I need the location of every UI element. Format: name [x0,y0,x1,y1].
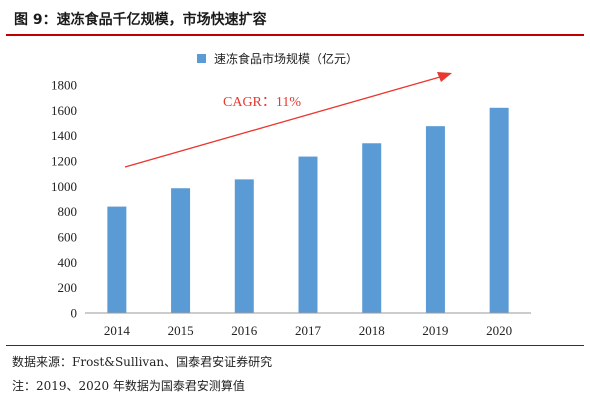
x-tick-label: 2019 [422,323,448,338]
figure-title: 图 9：速冻食品千亿规模，市场快速扩容 [14,12,267,28]
x-axis: 2014 2015 2016 2017 2018 2019 2020 [104,323,512,338]
y-tick-label: 200 [58,280,78,295]
x-tick-label: 2016 [231,323,258,338]
bar-2018 [362,143,382,313]
bar-series [107,107,509,314]
x-tick-label: 2018 [359,323,385,338]
y-tick-label: 1600 [51,103,77,118]
bar-2014 [107,206,127,313]
cagr-label: CAGR：11% [223,95,301,110]
legend-swatch [197,54,206,63]
y-tick-label: 1200 [51,154,77,169]
bar-2015 [171,188,191,313]
y-tick-label: 1000 [51,179,77,194]
y-tick-label: 400 [58,255,78,270]
chart-legend: 速冻食品市场规模（亿元） [197,51,358,66]
cagr-annotation: CAGR：11% [124,72,452,168]
y-tick-label: 1800 [51,78,77,93]
x-tick-label: 2014 [104,323,131,338]
cagr-arrow [124,76,441,168]
y-axis: 0 200 400 600 800 1000 1200 1400 1600 1800 [51,78,77,321]
x-tick-label: 2017 [295,323,322,338]
bar-2019 [425,126,445,314]
bar-chart: 速冻食品市场规模（亿元） CAGR：11% 0 200 400 600 800 1000 1… [51,51,531,338]
bar-2020 [489,107,509,313]
footnote: 注：2019、2020 年数据为国泰君安测算值 [12,379,245,393]
x-tick-label: 2020 [486,323,512,338]
y-tick-label: 0 [71,306,78,321]
title-divider [6,34,584,36]
bar-2016 [234,179,254,313]
source-note: 数据来源：Frost&Sullivan、国泰君安证券研究 [12,355,273,369]
y-tick-label: 1400 [51,128,77,143]
y-tick-label: 600 [58,230,78,245]
y-tick-label: 800 [58,204,78,219]
footer-divider [6,345,584,346]
cagr-arrowhead [437,72,452,82]
bar-2017 [298,156,318,313]
chart-area: 速冻食品市场规模（亿元） CAGR：11% 0 200 400 600 800 1000 1… [6,36,584,345]
x-tick-label: 2015 [168,323,194,338]
legend-label: 速冻食品市场规模（亿元） [214,51,358,66]
